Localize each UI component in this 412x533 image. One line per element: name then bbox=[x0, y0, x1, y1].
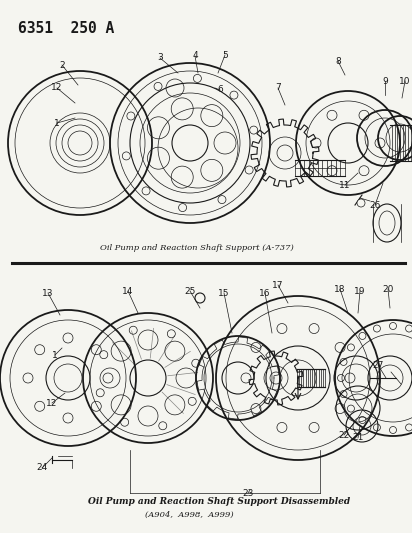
Text: 14: 14 bbox=[122, 287, 133, 295]
Text: 10: 10 bbox=[399, 77, 411, 85]
Text: Oil Pump and Reaction Shaft Support (A-737): Oil Pump and Reaction Shaft Support (A-7… bbox=[100, 244, 294, 252]
Text: 23: 23 bbox=[242, 489, 254, 497]
Text: Oil Pump and Reaction Shaft Support Disassembled: Oil Pump and Reaction Shaft Support Disa… bbox=[88, 497, 350, 505]
Text: 4: 4 bbox=[192, 52, 198, 61]
Text: 1: 1 bbox=[52, 351, 58, 359]
Text: 27: 27 bbox=[372, 360, 384, 369]
Text: 18: 18 bbox=[334, 285, 346, 294]
Text: 5: 5 bbox=[222, 51, 228, 60]
Text: 3: 3 bbox=[157, 53, 163, 62]
Text: 7: 7 bbox=[275, 84, 281, 93]
Text: 13: 13 bbox=[42, 288, 54, 297]
Text: 6351  250 A: 6351 250 A bbox=[18, 21, 114, 36]
Text: 1: 1 bbox=[54, 118, 60, 127]
Text: 12: 12 bbox=[52, 84, 63, 93]
Text: 25: 25 bbox=[184, 287, 196, 295]
Text: 20: 20 bbox=[382, 285, 394, 294]
Text: (A904,  A998,  A999): (A904, A998, A999) bbox=[145, 511, 234, 519]
Text: 22: 22 bbox=[338, 431, 350, 440]
Text: 19: 19 bbox=[354, 287, 366, 295]
Text: 9: 9 bbox=[382, 77, 388, 85]
Text: 12: 12 bbox=[46, 399, 58, 408]
Text: 8: 8 bbox=[335, 56, 341, 66]
Text: 15: 15 bbox=[218, 288, 230, 297]
Text: 2: 2 bbox=[59, 61, 65, 69]
Text: 24: 24 bbox=[36, 464, 48, 472]
Text: 11: 11 bbox=[339, 181, 351, 190]
Text: 17: 17 bbox=[272, 280, 284, 289]
Circle shape bbox=[357, 199, 365, 207]
Text: 6: 6 bbox=[217, 85, 223, 94]
Text: 16: 16 bbox=[259, 288, 271, 297]
Text: 21: 21 bbox=[352, 433, 364, 442]
Text: 26: 26 bbox=[369, 200, 381, 209]
